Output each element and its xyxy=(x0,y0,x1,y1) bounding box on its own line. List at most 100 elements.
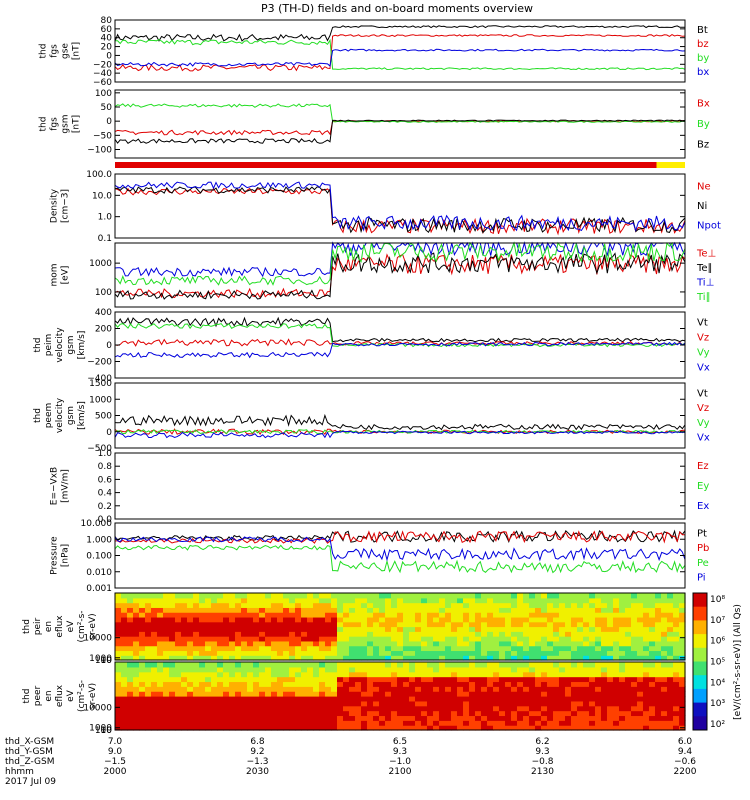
heatmap-cell xyxy=(325,655,332,661)
heatmap-cell xyxy=(211,662,218,668)
heatmap-cell xyxy=(121,597,128,604)
heatmap-cell xyxy=(679,593,686,599)
heatmap-cell xyxy=(325,720,332,726)
series-line-Pe xyxy=(114,544,686,574)
heatmap-cell xyxy=(205,631,212,637)
heatmap-cell xyxy=(505,640,512,647)
heatmap-cell xyxy=(319,671,326,678)
heatmap-cell xyxy=(145,645,152,652)
heatmap-cell xyxy=(313,616,320,623)
heatmap-cell xyxy=(451,597,458,604)
heatmap-cell xyxy=(619,593,626,599)
heatmap-cell xyxy=(409,671,416,678)
heatmap-cell xyxy=(349,621,356,628)
heatmap-cell xyxy=(553,700,560,707)
heatmap-cell xyxy=(187,666,194,673)
heatmap-cell xyxy=(577,593,584,599)
heatmap-cell xyxy=(127,686,134,692)
heatmap-cell xyxy=(199,676,206,683)
heatmap-cell xyxy=(445,650,452,656)
heatmap-cell xyxy=(559,631,566,637)
heatmap-cell xyxy=(493,691,500,697)
panel-frame xyxy=(114,661,686,731)
heatmap-cell xyxy=(505,607,512,613)
heatmap-cell xyxy=(385,602,392,608)
heatmap-cell xyxy=(673,621,680,628)
heatmap-cell xyxy=(505,671,512,678)
heatmap-cell xyxy=(433,626,440,632)
panel-frame xyxy=(114,242,686,308)
heatmap-cell xyxy=(403,720,410,726)
heatmap-cell xyxy=(451,666,458,673)
heatmap-cell xyxy=(625,640,632,647)
heatmap-cell xyxy=(571,700,578,707)
heatmap-cell xyxy=(493,710,500,717)
heatmap-cell xyxy=(175,720,182,726)
heatmap-cell xyxy=(481,710,488,717)
heatmap-cell xyxy=(235,710,242,717)
heatmap-cell xyxy=(259,700,266,707)
heatmap-cell xyxy=(229,715,236,721)
heatmap-cell xyxy=(331,666,338,673)
heatmap-cell xyxy=(415,725,422,731)
heatmap-cell xyxy=(403,696,410,702)
heatmap-cell xyxy=(313,700,320,707)
heatmap-cell xyxy=(421,686,428,692)
heatmap-cell xyxy=(421,631,428,637)
heatmap-cell xyxy=(661,597,668,604)
heatmap-cell xyxy=(469,655,476,661)
heatmap-cell xyxy=(673,720,680,726)
heatmap-cell xyxy=(139,676,146,683)
heatmap-cell xyxy=(265,655,272,661)
heatmap-cell xyxy=(277,705,284,712)
heatmap-cell xyxy=(301,696,308,702)
heatmap-cell xyxy=(253,662,260,668)
x-tick-label: 9.0 xyxy=(108,747,123,757)
heatmap-cell xyxy=(679,607,686,613)
heatmap-cell xyxy=(493,676,500,683)
heatmap-cell xyxy=(523,655,530,661)
heatmap-cell xyxy=(283,640,290,647)
heatmap-cell xyxy=(319,621,326,628)
heatmap-cell xyxy=(217,676,224,683)
heatmap-cell xyxy=(643,725,650,731)
heatmap-cell xyxy=(655,662,662,668)
heatmap-cell xyxy=(643,686,650,692)
heatmap-cell xyxy=(517,681,524,687)
heatmap-cell xyxy=(139,700,146,707)
heatmap-cell xyxy=(313,645,320,652)
heatmap-cell xyxy=(241,681,248,687)
heatmap-cell xyxy=(331,686,338,692)
heatmap-cell xyxy=(499,616,506,623)
heatmap-cell xyxy=(433,666,440,673)
heatmap-cell xyxy=(541,593,548,599)
heatmap-cell xyxy=(595,602,602,608)
heatmap-cell xyxy=(313,710,320,717)
heatmap-cell xyxy=(313,725,320,731)
heatmap-cell xyxy=(403,666,410,673)
heatmap-cell xyxy=(661,710,668,717)
heatmap-cell xyxy=(349,655,356,661)
heatmap-cell xyxy=(607,662,614,668)
heatmap-cell xyxy=(181,725,188,731)
heatmap-cell xyxy=(517,691,524,697)
heatmap-cell xyxy=(391,640,398,647)
series-line-Pi xyxy=(114,536,686,562)
heatmap-cell xyxy=(541,715,548,721)
heatmap-cell xyxy=(175,593,182,599)
heatmap-cell xyxy=(175,671,182,678)
legend-Vt: Vt xyxy=(697,388,708,399)
heatmap-cell xyxy=(475,631,482,637)
heatmap-cell xyxy=(385,666,392,673)
heatmap-cell xyxy=(583,593,590,599)
heatmap-cell xyxy=(529,640,536,647)
heatmap-cell xyxy=(127,696,134,702)
heatmap-cell xyxy=(247,636,254,642)
heatmap-cell xyxy=(397,715,404,721)
heatmap-cell xyxy=(181,607,188,613)
heatmap-cell xyxy=(403,710,410,717)
heatmap-cell xyxy=(481,645,488,652)
heatmap-cell xyxy=(649,696,656,702)
heatmap-cell xyxy=(595,597,602,604)
